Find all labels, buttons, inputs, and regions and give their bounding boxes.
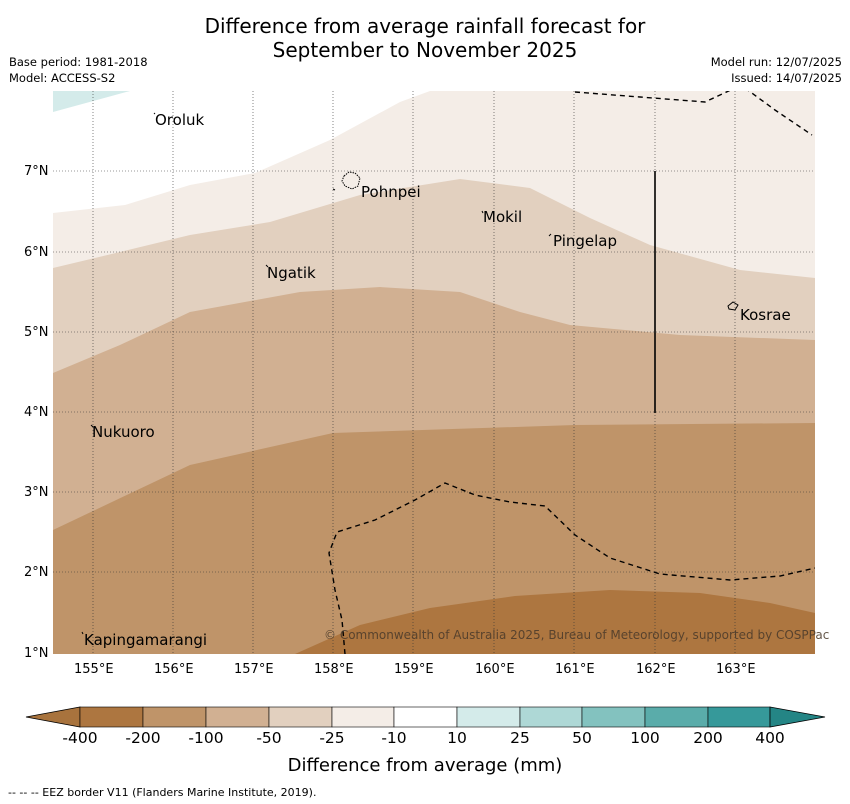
pohnpei-island <box>341 171 361 190</box>
colorbar-swatch <box>205 706 270 728</box>
nukuoro-atoll <box>90 424 94 428</box>
base-period: Base period: 1981-2018 <box>9 55 148 69</box>
islet <box>332 188 336 191</box>
place-ngatik: Ngatik <box>267 264 316 282</box>
kosrae-island <box>727 301 739 311</box>
copyright-notice: © Commonwealth of Australia 2025, Bureau… <box>324 628 830 642</box>
colorbar-label: 200 <box>693 729 723 747</box>
colorbar-label: -25 <box>319 729 345 747</box>
colorbar-swatch <box>456 706 521 728</box>
map-title: Difference from average rainfall forecas… <box>0 14 850 62</box>
lat-label-2n: 2°N <box>24 565 49 580</box>
band-minus-10 <box>53 91 430 213</box>
place-kosrae: Kosrae <box>740 306 791 324</box>
eez-border <box>328 91 815 654</box>
lon-label-160e: 160°E <box>475 662 515 677</box>
lon-label-157e: 157°E <box>234 662 274 677</box>
colorbar-swatch <box>707 706 771 728</box>
model-run: Model run: 12/07/2025 <box>710 55 842 69</box>
lon-label-163e: 163°E <box>716 662 756 677</box>
colorbar-label: -10 <box>381 729 407 747</box>
model-name: Model: ACCESS-S2 <box>9 71 116 85</box>
colorbar-label: -400 <box>62 729 98 747</box>
colorbar-label: 50 <box>572 729 592 747</box>
lat-label-4n: 4°N <box>24 405 49 420</box>
lon-label-159e: 159°E <box>394 662 434 677</box>
colorbar-label: 400 <box>755 729 785 747</box>
issued-date: Issued: 14/07/2025 <box>731 71 842 85</box>
islands <box>81 112 739 635</box>
colorbar-swatch <box>393 706 458 728</box>
ngatik-atoll <box>265 264 269 268</box>
colorbar-title: Difference from average (mm) <box>287 755 563 776</box>
title-line-1: Difference from average rainfall forecas… <box>204 14 646 38</box>
kapingamarangi-atoll <box>81 631 84 635</box>
colorbar-swatch <box>519 706 583 728</box>
lon-label-162e: 162°E <box>636 662 676 677</box>
colorbar-swatch <box>142 706 207 728</box>
lon-label-155e: 155°E <box>74 662 114 677</box>
place-kapingamarangi: Kapingamarangi <box>84 631 208 649</box>
place-nukuoro: Nukuoro <box>92 423 155 441</box>
band-plus-10 <box>53 91 130 112</box>
model-info: Base period: 1981-2018 Model: ACCESS-S2 <box>9 54 148 86</box>
oroluk-atoll <box>153 112 156 115</box>
colorbar-swatch <box>268 706 333 728</box>
lon-label-158e: 158°E <box>314 662 354 677</box>
place-pohnpei: Pohnpei <box>361 183 421 201</box>
lon-label-156e: 156°E <box>154 662 194 677</box>
rainfall-field <box>53 91 815 654</box>
colorbar-swatch <box>331 706 395 728</box>
colorbar-swatch <box>581 706 646 728</box>
colorbar-label: -100 <box>188 729 224 747</box>
title-line-2: September to November 2025 <box>272 38 578 62</box>
mokil-atoll <box>481 210 484 214</box>
eez-footnote: -- -- -- EEZ border V11 (Flanders Marine… <box>8 786 317 799</box>
colorbar-label: -50 <box>256 729 282 747</box>
colorbar-swatch <box>79 706 144 728</box>
place-mokil: Mokil <box>483 208 523 226</box>
colorbar <box>25 706 826 728</box>
place-oroluk: Oroluk <box>155 111 205 129</box>
colorbar-label: 25 <box>510 729 530 747</box>
lat-label-6n: 6°N <box>24 245 49 260</box>
lat-label-5n: 5°N <box>24 325 49 340</box>
colorbar-swatch <box>644 706 709 728</box>
colorbar-label: -200 <box>125 729 161 747</box>
colorbar-high-arrow <box>769 706 826 728</box>
place-pingelap: Pingelap <box>553 232 618 250</box>
pingelap-atoll <box>548 233 552 237</box>
band-minus-400 <box>295 590 815 654</box>
lat-label-1n: 1°N <box>24 646 49 661</box>
colorbar-low-arrow <box>25 706 81 728</box>
lat-label-7n: 7°N <box>24 164 49 179</box>
colorbar-label: 100 <box>630 729 660 747</box>
lat-label-3n: 3°N <box>24 485 49 500</box>
lon-label-161e: 161°E <box>555 662 595 677</box>
colorbar-label: 10 <box>447 729 467 747</box>
run-info: Model run: 12/07/2025 Issued: 14/07/2025 <box>711 54 842 86</box>
